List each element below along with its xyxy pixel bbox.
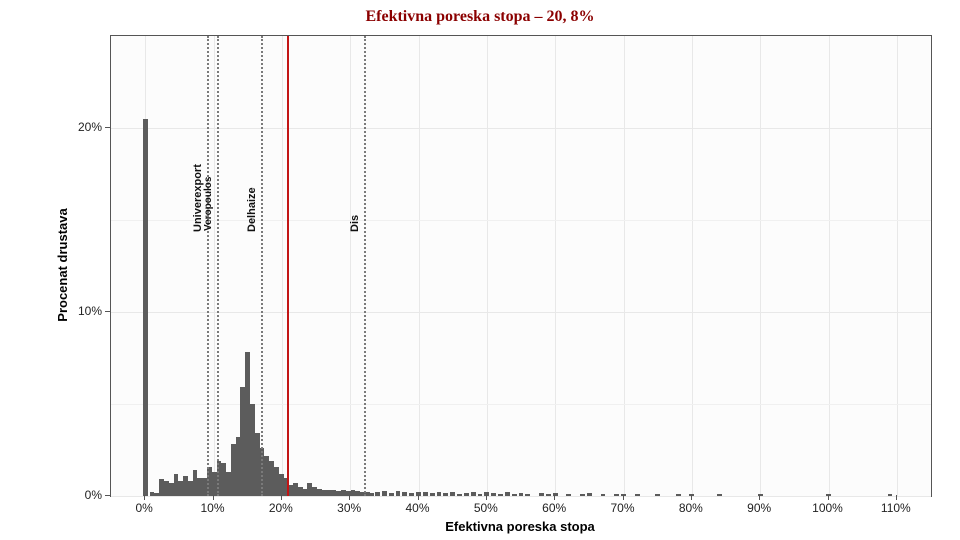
x-tick-mark [281, 495, 282, 500]
grid-line-h [111, 128, 931, 129]
histogram-bar [437, 492, 442, 496]
grid-line-h-minor [111, 404, 931, 405]
histogram-bar [539, 493, 544, 496]
x-tick-label: 40% [405, 501, 429, 515]
x-tick-mark [828, 495, 829, 500]
x-tick-mark [486, 495, 487, 500]
grid-line-v [555, 36, 556, 496]
y-tick-mark [105, 495, 110, 496]
x-tick-mark [213, 495, 214, 500]
chart-title: Efektivna poreska stopa – 20, 8% [0, 8, 960, 26]
y-axis-title: Procenat drustava [55, 208, 70, 321]
grid-line-v [829, 36, 830, 496]
histogram-bar [566, 494, 571, 496]
histogram-bar [546, 494, 551, 496]
grid-line-h-minor [111, 220, 931, 221]
y-tick-label: 20% [78, 120, 102, 134]
histogram-bar [423, 492, 428, 496]
histogram-bar [635, 494, 640, 496]
guide-line-label: Dis [349, 215, 361, 232]
histogram-bar [601, 494, 606, 496]
guide-line-dotted [207, 36, 209, 496]
x-tick-label: 60% [542, 501, 566, 515]
x-tick-label: 80% [679, 501, 703, 515]
grid-line-v [419, 36, 420, 496]
histogram-bar [614, 494, 619, 496]
page: Efektivna poreska stopa – 20, 8% Univere… [0, 0, 960, 540]
x-tick-label: 90% [747, 501, 771, 515]
guide-line-label: Delhaize [246, 187, 258, 232]
grid-line-v [692, 36, 693, 496]
histogram-bar [396, 491, 401, 496]
guide-line-label: Veropoulos [203, 177, 214, 231]
grid-line-v [214, 36, 215, 496]
x-tick-label: 50% [474, 501, 498, 515]
y-tick-label: 0% [85, 488, 102, 502]
guide-line-dotted [217, 36, 219, 496]
histogram-bar [409, 493, 414, 496]
histogram-bar [375, 492, 380, 496]
grid-line-v [760, 36, 761, 496]
histogram-bar [402, 492, 407, 496]
guide-line-solid [287, 36, 289, 496]
x-tick-label: 30% [337, 501, 361, 515]
histogram-bar [382, 491, 387, 496]
histogram-bar [478, 494, 483, 496]
histogram-bar [450, 492, 455, 496]
x-tick-mark [623, 495, 624, 500]
grid-line-v [487, 36, 488, 496]
histogram-bar [717, 494, 722, 496]
x-tick-label: 10% [200, 501, 224, 515]
histogram-bar [464, 493, 469, 496]
histogram-bar [676, 494, 681, 496]
guide-line-label: Univerexport [192, 164, 204, 232]
histogram-bar [389, 493, 394, 496]
x-tick-label: 110% [881, 501, 911, 515]
x-tick-mark [349, 495, 350, 500]
grid-line-h [111, 312, 931, 313]
x-tick-mark [144, 495, 145, 500]
y-tick-mark [105, 311, 110, 312]
histogram-bar [505, 492, 510, 496]
histogram-bar [580, 494, 585, 496]
x-axis-title: Efektivna poreska stopa [445, 519, 595, 534]
x-tick-label: 70% [610, 501, 634, 515]
grid-line-v [350, 36, 351, 496]
histogram-bar [525, 494, 530, 496]
y-tick-label: 10% [78, 304, 102, 318]
histogram-bar [587, 493, 592, 496]
histogram-bar [370, 493, 375, 496]
histogram-bar [491, 493, 496, 496]
guide-line-dotted [261, 36, 263, 496]
x-tick-mark [418, 495, 419, 500]
histogram-bar [498, 494, 503, 496]
grid-line-v [282, 36, 283, 496]
y-tick-mark [105, 127, 110, 128]
histogram-bar [457, 494, 462, 496]
histogram-bar [655, 494, 660, 496]
grid-line-v [624, 36, 625, 496]
histogram-bar [471, 492, 476, 496]
x-tick-label: 100% [812, 501, 843, 515]
histogram-bar [512, 494, 517, 496]
guide-line-dotted [364, 36, 366, 496]
histogram-bar [888, 494, 893, 496]
histogram-bar [143, 119, 148, 496]
x-tick-label: 0% [135, 501, 152, 515]
histogram-bar [519, 493, 524, 496]
x-tick-mark [691, 495, 692, 500]
grid-line-v [897, 36, 898, 496]
x-tick-mark [896, 495, 897, 500]
x-tick-mark [554, 495, 555, 500]
x-tick-label: 20% [269, 501, 293, 515]
grid-line-h [111, 496, 931, 497]
histogram-bar [443, 493, 448, 496]
x-tick-mark [759, 495, 760, 500]
histogram-bar [430, 493, 435, 496]
plot-area: UniverexportVeropoulos Delhaize Dis [110, 35, 932, 497]
